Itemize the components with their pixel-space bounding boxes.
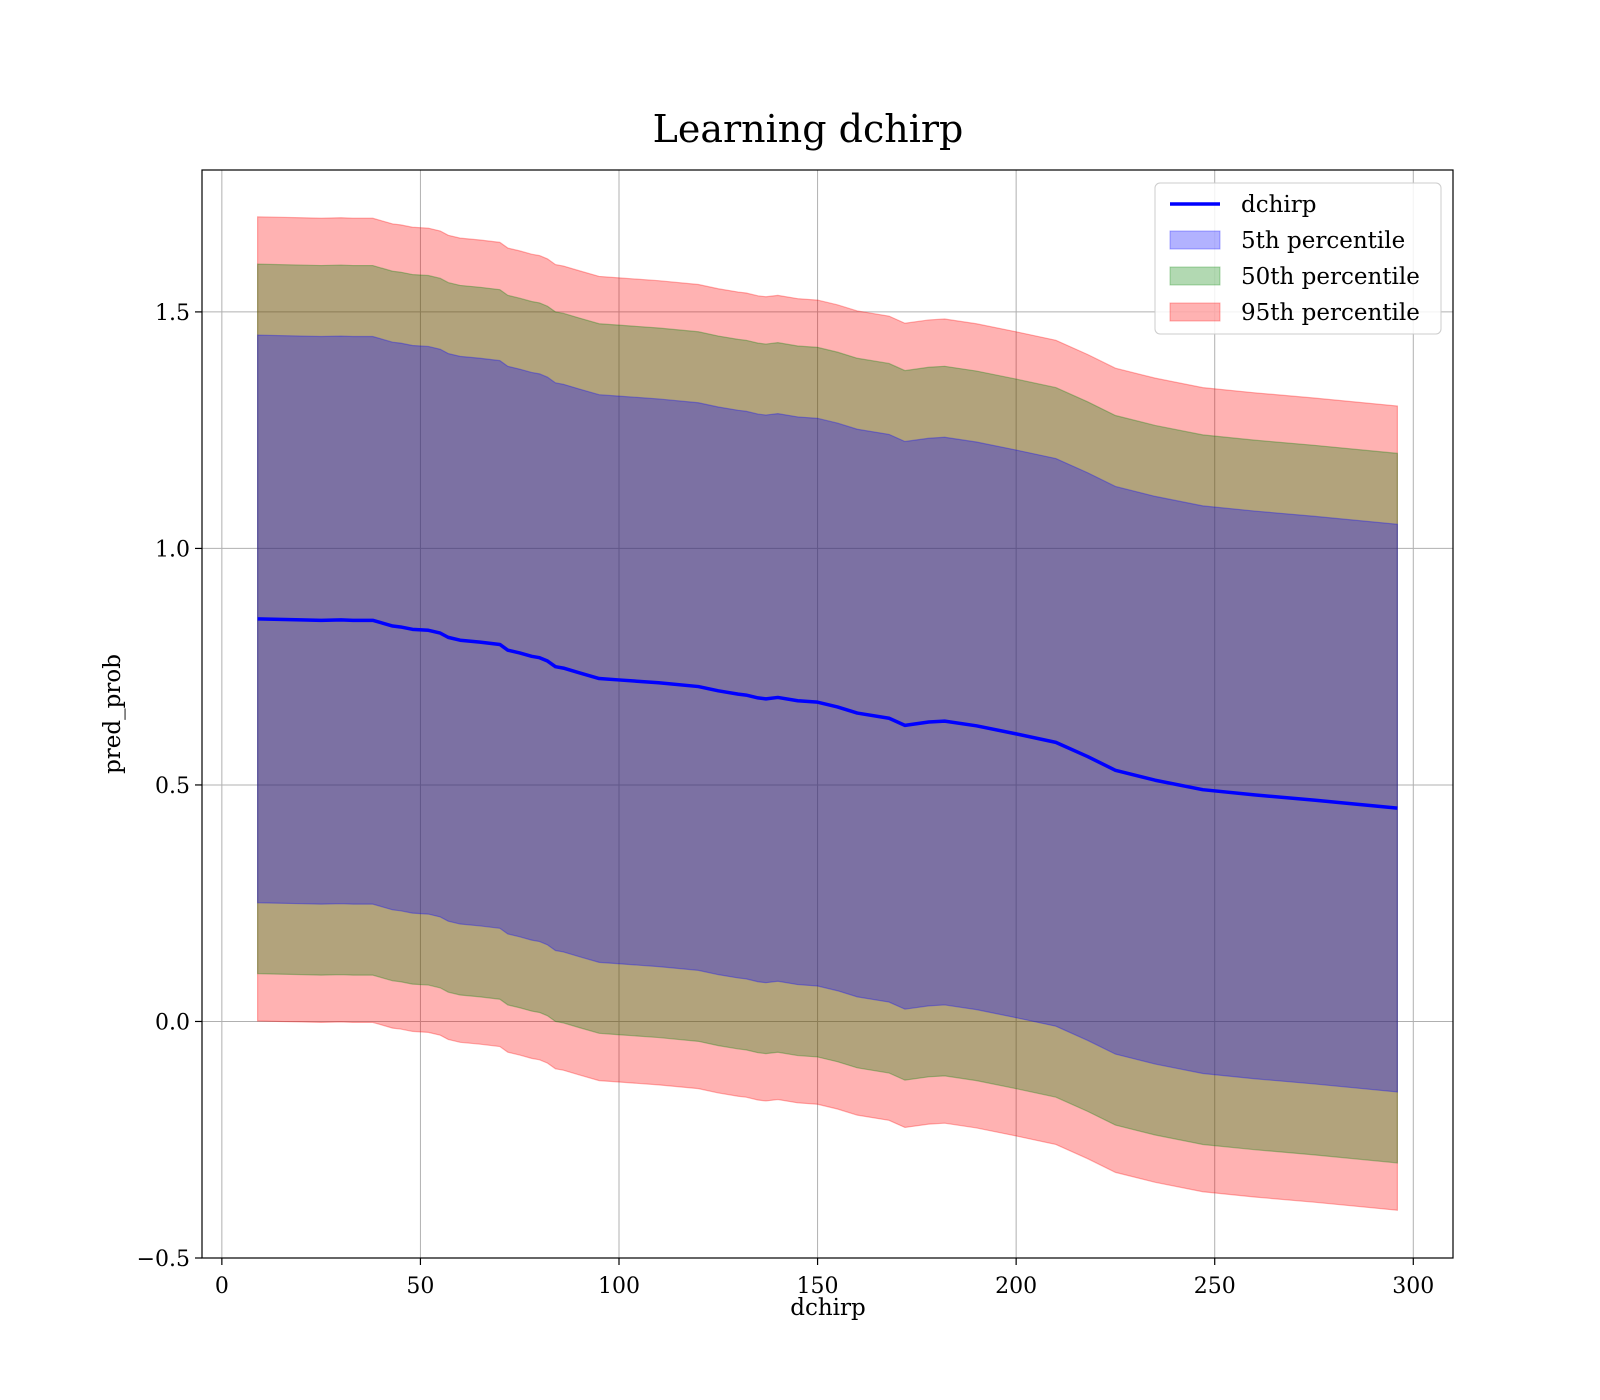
legend-swatch-5th-percentile xyxy=(1169,230,1221,250)
legend-label: dchirp xyxy=(1241,192,1317,218)
chart-title: Learning dchirp xyxy=(653,107,964,151)
x-tick-label: 250 xyxy=(1194,1274,1236,1299)
band-5th-percentile xyxy=(257,334,1398,1093)
legend-label: 95th percentile xyxy=(1241,300,1420,326)
legend: dchirp 5th percentile 50th percentile 95th … xyxy=(1154,182,1442,335)
grid xyxy=(202,170,1453,1259)
y-tick-label: 1.5 xyxy=(155,301,190,326)
y-axis-label: pred_prob xyxy=(100,654,126,774)
axis-ticks: 0 50 100 150 200 250 300 −0.5 0.0 0.5 1.0 1.5 xyxy=(137,301,1435,1299)
y-tick-label: 0.0 xyxy=(155,1010,190,1035)
series-lines xyxy=(257,617,1398,810)
x-tick-label: 0 xyxy=(215,1274,229,1299)
x-tick-label: 150 xyxy=(797,1274,839,1299)
y-tick-label: −0.5 xyxy=(137,1247,190,1272)
x-tick-label: 200 xyxy=(995,1274,1037,1299)
x-tick-label: 300 xyxy=(1392,1274,1434,1299)
band-50th-percentile xyxy=(257,263,1398,1164)
legend-swatch-95th-percentile xyxy=(1169,302,1221,322)
legend-label: 5th percentile xyxy=(1241,228,1405,254)
legend-frame xyxy=(1154,182,1442,335)
plot-area-frame xyxy=(201,169,1454,1259)
band-95th-percentile xyxy=(257,216,1398,1211)
legend-swatch-50th-percentile xyxy=(1169,266,1221,286)
legend-label: 50th percentile xyxy=(1241,264,1420,290)
percentile-bands xyxy=(257,216,1398,1211)
x-tick-label: 100 xyxy=(598,1274,640,1299)
series-line-dchirp xyxy=(257,617,1398,810)
y-tick-label: 0.5 xyxy=(155,774,190,799)
x-tick-label: 50 xyxy=(406,1274,434,1299)
x-axis-label: dchirp xyxy=(790,1295,866,1321)
y-tick-label: 1.0 xyxy=(155,537,190,562)
